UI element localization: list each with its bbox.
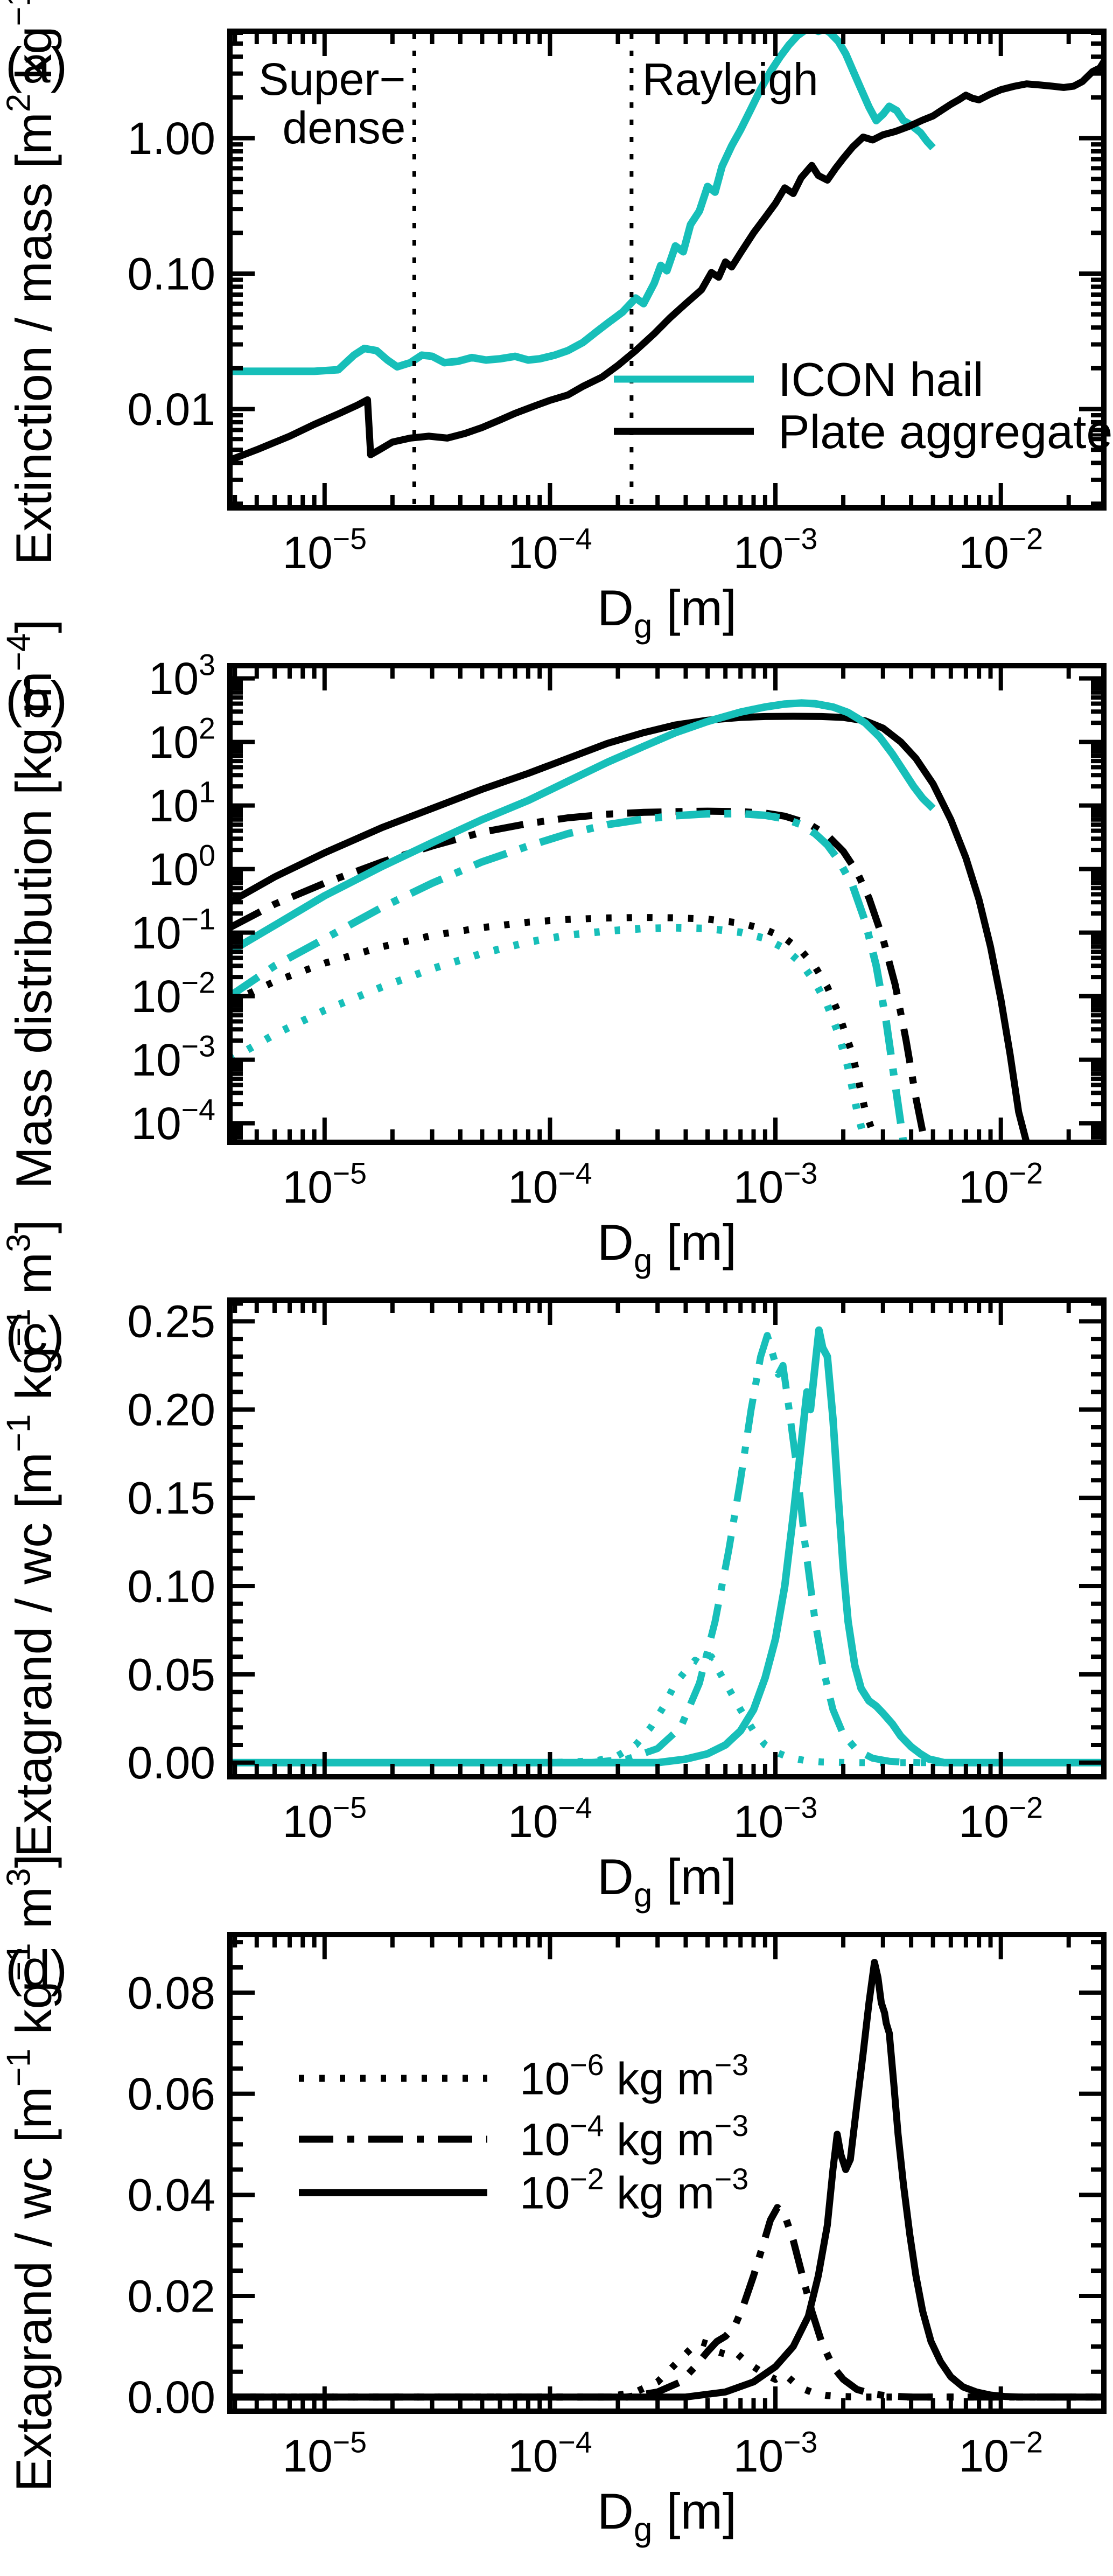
legend-label-plate-aggregate: Plate aggregate (778, 405, 1112, 458)
panel-d-ticks (230, 1935, 1104, 2411)
panel-d-frame (227, 1932, 1107, 2414)
x-tick-label: 10−5 (282, 2426, 367, 2481)
panel-a: Super−dense Rayleigh 10−5 10−4 10−3 10−2 1.00 0… (1, 0, 1113, 645)
y-tick-label: 0.08 (128, 1967, 216, 2018)
series-c-icon-solid-line (229, 1326, 1105, 1767)
panel-c-x-axis-title: Dg [m] (597, 1848, 737, 1914)
x-tick-label: 10−5 (282, 1157, 367, 1212)
x-tick-label: 10−4 (508, 1157, 592, 1212)
y-tick-label: 100 (149, 839, 215, 895)
x-tick-label: 10−5 (282, 522, 367, 578)
panel-c-ticks (230, 1300, 1104, 1777)
series-b-icon-solid-line (229, 699, 936, 955)
y-tick-label: 0.00 (128, 2372, 216, 2423)
panel-b-series (229, 699, 1030, 1143)
panel-a-y-axis-title: Extinction / mass [m2 kg−1] (1, 0, 62, 565)
super-dense-label-1: dense (283, 102, 406, 153)
y-tick-label: 0.25 (128, 1296, 216, 1347)
series-c-icon-dashdot-line (229, 1332, 1105, 1767)
y-tick-label: 0.01 (128, 384, 216, 435)
panel-b-x-axis-title: Dg [m] (597, 1214, 737, 1280)
y-tick-label: 0.02 (128, 2271, 216, 2321)
panel-b: 10−5 10−4 10−3 10−2 103 102 101 100 10−1 10−2 10−3… (1, 619, 1107, 1280)
y-tick-label: 103 (149, 648, 215, 704)
x-tick-label: 10−4 (508, 2426, 592, 2481)
panel-d-legend: 10−6 kg m−310−4 kg m−310−2 kg m−3 (299, 2048, 748, 2218)
series-d-plate-solid-line (229, 1959, 1105, 2401)
y-tick-label: 0.15 (128, 1473, 216, 1524)
legend-label-wc-1e-2: 10−2 kg m−3 (520, 2162, 748, 2218)
y-tick-label: 0.10 (128, 1561, 216, 1611)
panel-letter-d: (d) (5, 1940, 67, 1996)
panel-d-x-axis-title: Dg [m] (597, 2483, 737, 2549)
x-tick-label: 10−4 (508, 1791, 592, 1847)
legend-label-icon-hail: ICON hail (778, 353, 983, 406)
x-tick-label: 10−2 (958, 2426, 1043, 2481)
y-tick-label: 0.04 (128, 2170, 216, 2221)
x-tick-label: 10−3 (733, 2426, 818, 2481)
legend-label-wc-1e-4: 10−4 kg m−3 (520, 2109, 748, 2165)
y-tick-label: 102 (149, 712, 215, 767)
panel-d-series (229, 1959, 1105, 2401)
series-b-plate-dotted-line (229, 914, 880, 1143)
y-tick-label: 1.00 (128, 113, 216, 164)
x-tick-label: 10−3 (733, 1791, 818, 1847)
panel-a-series (229, 30, 1105, 464)
y-tick-label: 10−2 (131, 966, 215, 1022)
series-icon-hail-line (229, 30, 936, 375)
panel-letter-c: (c) (5, 1306, 65, 1362)
x-tick-label: 10−3 (733, 522, 818, 578)
y-tick-label: 10−1 (131, 903, 215, 958)
x-tick-label: 10−4 (508, 522, 592, 578)
y-tick-label: 0.05 (128, 1649, 216, 1700)
y-tick-label: 101 (149, 776, 215, 831)
x-tick-label: 10−2 (958, 1791, 1043, 1847)
panel-a-frame (227, 29, 1107, 511)
panel-d: 10−5 10−4 10−3 10−2 0.08 0.06 0.04 0.02 0.00 Exta… (1, 1854, 1107, 2549)
super-dense-label-0: Super− (258, 54, 405, 104)
y-tick-label: 0.06 (128, 2069, 216, 2119)
x-tick-label: 10−2 (958, 1157, 1043, 1212)
x-tick-label: 10−5 (282, 1791, 367, 1847)
panel-c-frame (227, 1297, 1107, 1779)
rayleigh-label-0: Rayleigh (642, 54, 818, 104)
y-tick-label: 0.10 (128, 248, 216, 299)
legend-label-wc-1e-6: 10−6 kg m−3 (520, 2048, 748, 2104)
panel-d-y-axis-title: Extagrand / wc [m−1 kg−1 m3] (1, 1854, 62, 2491)
panel-b-y-axis-title: Mass distribution [kg m−4] (1, 619, 62, 1189)
y-tick-label: 10−4 (131, 1093, 215, 1149)
panel-c-series (229, 1326, 1105, 1767)
panel-a-ticks (230, 30, 1104, 508)
series-b-plate-solid-line (229, 713, 1030, 1143)
y-tick-label: 0.00 (128, 1737, 216, 1788)
x-tick-label: 10−3 (733, 1157, 818, 1212)
panel-b-ticks (230, 666, 1104, 1142)
y-tick-label: 10−3 (131, 1030, 215, 1085)
panel-letter-b: (b) (5, 671, 67, 728)
panel-a-x-axis-title: Dg [m] (597, 580, 737, 645)
series-plate-aggregate-line (229, 58, 1105, 464)
x-tick-label: 10−2 (958, 522, 1043, 578)
y-tick-label: 0.20 (128, 1385, 216, 1435)
panel-c-y-axis-title: Extagrand / wc [m−1 kg−1 m3] (1, 1219, 62, 1857)
panel-letter-a: (a) (5, 37, 67, 93)
series-b-icon-dashdot-line (229, 809, 907, 1143)
panel-c: 10−5 10−4 10−3 10−2 0.25 0.20 0.15 0.10 0.05 0.00… (1, 1219, 1107, 1914)
series-d-plate-dashdot-line (229, 2204, 1105, 2401)
